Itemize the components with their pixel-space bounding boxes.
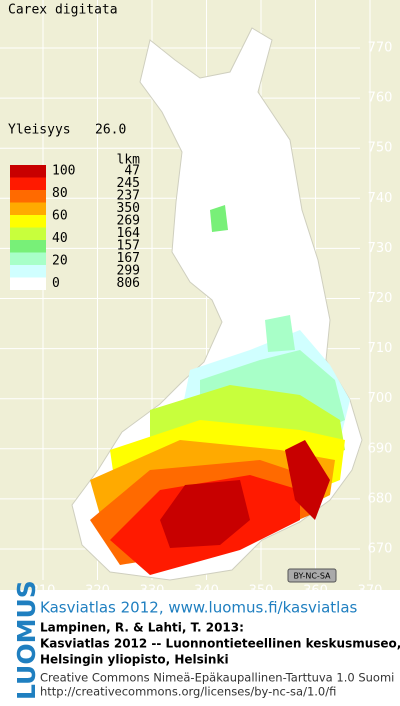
northing-label: 690 [368,441,393,456]
legend-count: 237 [117,189,140,204]
legend-count: 164 [117,226,141,241]
legend-swatch [10,165,46,178]
citation-line: Kasviatlas 2012 -- Luonnontieteellinen k… [40,637,400,651]
license-url[interactable]: http://creativecommons.org/licenses/by-n… [40,685,336,699]
axis-labels: 770 760 750 740 730 720 710 700 690 680 670 310 320 3… [31,41,393,599]
easting-label: 320 [85,584,110,599]
northing-label: 720 [368,291,393,306]
license-badge[interactable] [287,568,337,583]
legend-count: 269 [117,214,140,229]
easting-label: 360 [303,584,328,599]
license-text: Creative Commons Nimeä-Epäkaupallinen-Ta… [40,671,394,685]
legend-count: 47 [124,164,140,179]
northing-label: 750 [368,141,393,156]
legend-scale-label: 100 [52,164,75,179]
occurrence-patches [90,205,350,575]
easting-label: 310 [31,584,56,599]
northing-label: 760 [368,91,393,106]
count-header: lkm [117,153,141,168]
northing-label: 670 [368,542,393,557]
legend-scale-label: 20 [52,254,68,269]
northing-label: 740 [368,191,393,206]
northing-label: 730 [368,241,393,256]
easting-label: 330 [140,584,165,599]
legend-count: 350 [117,201,140,216]
legend-count: 245 [117,176,140,191]
headline[interactable]: Kasviatlas 2012, www.luomus.fi/kasviatla… [40,599,358,617]
legend-swatch [10,240,46,253]
frequency-label: Yleisyys [8,123,71,138]
citation-line: Helsingin yliopisto, Helsinki [40,653,229,667]
license-badge-text: BY-NC-SA [293,572,331,581]
legend-scale-label: 40 [52,231,68,246]
legend-scale-label: 0 [52,276,60,291]
legend-swatch [10,177,46,190]
legend-count: 157 [117,239,140,254]
legend-scale-label: 60 [52,209,68,224]
northing-label: 770 [368,41,393,56]
legend-count: 806 [117,276,140,291]
northing-label: 700 [368,391,393,406]
easting-label: 340 [194,584,219,599]
legend-swatch [10,277,46,290]
legend-swatch [10,190,46,203]
legend-count: 167 [117,251,140,266]
legend-swatch [10,202,46,215]
easting-label: 350 [249,584,274,599]
citation-line: Lampinen, R. & Lahti, T. 2013: [40,621,244,635]
easting-label: 370 [358,584,383,599]
northing-label: 680 [368,491,393,506]
legend-swatch [10,227,46,240]
northing-label: 710 [368,341,393,356]
legend-count: 299 [117,264,140,279]
species-title: Carex digitata [8,3,118,18]
legend-scale-label: 80 [52,186,68,201]
legend-swatch [10,252,46,265]
legend-swatch [10,265,46,278]
brand: LUOMUS [12,580,41,700]
legend-swatch [10,215,46,228]
frequency-value: 26.0 [95,123,126,138]
